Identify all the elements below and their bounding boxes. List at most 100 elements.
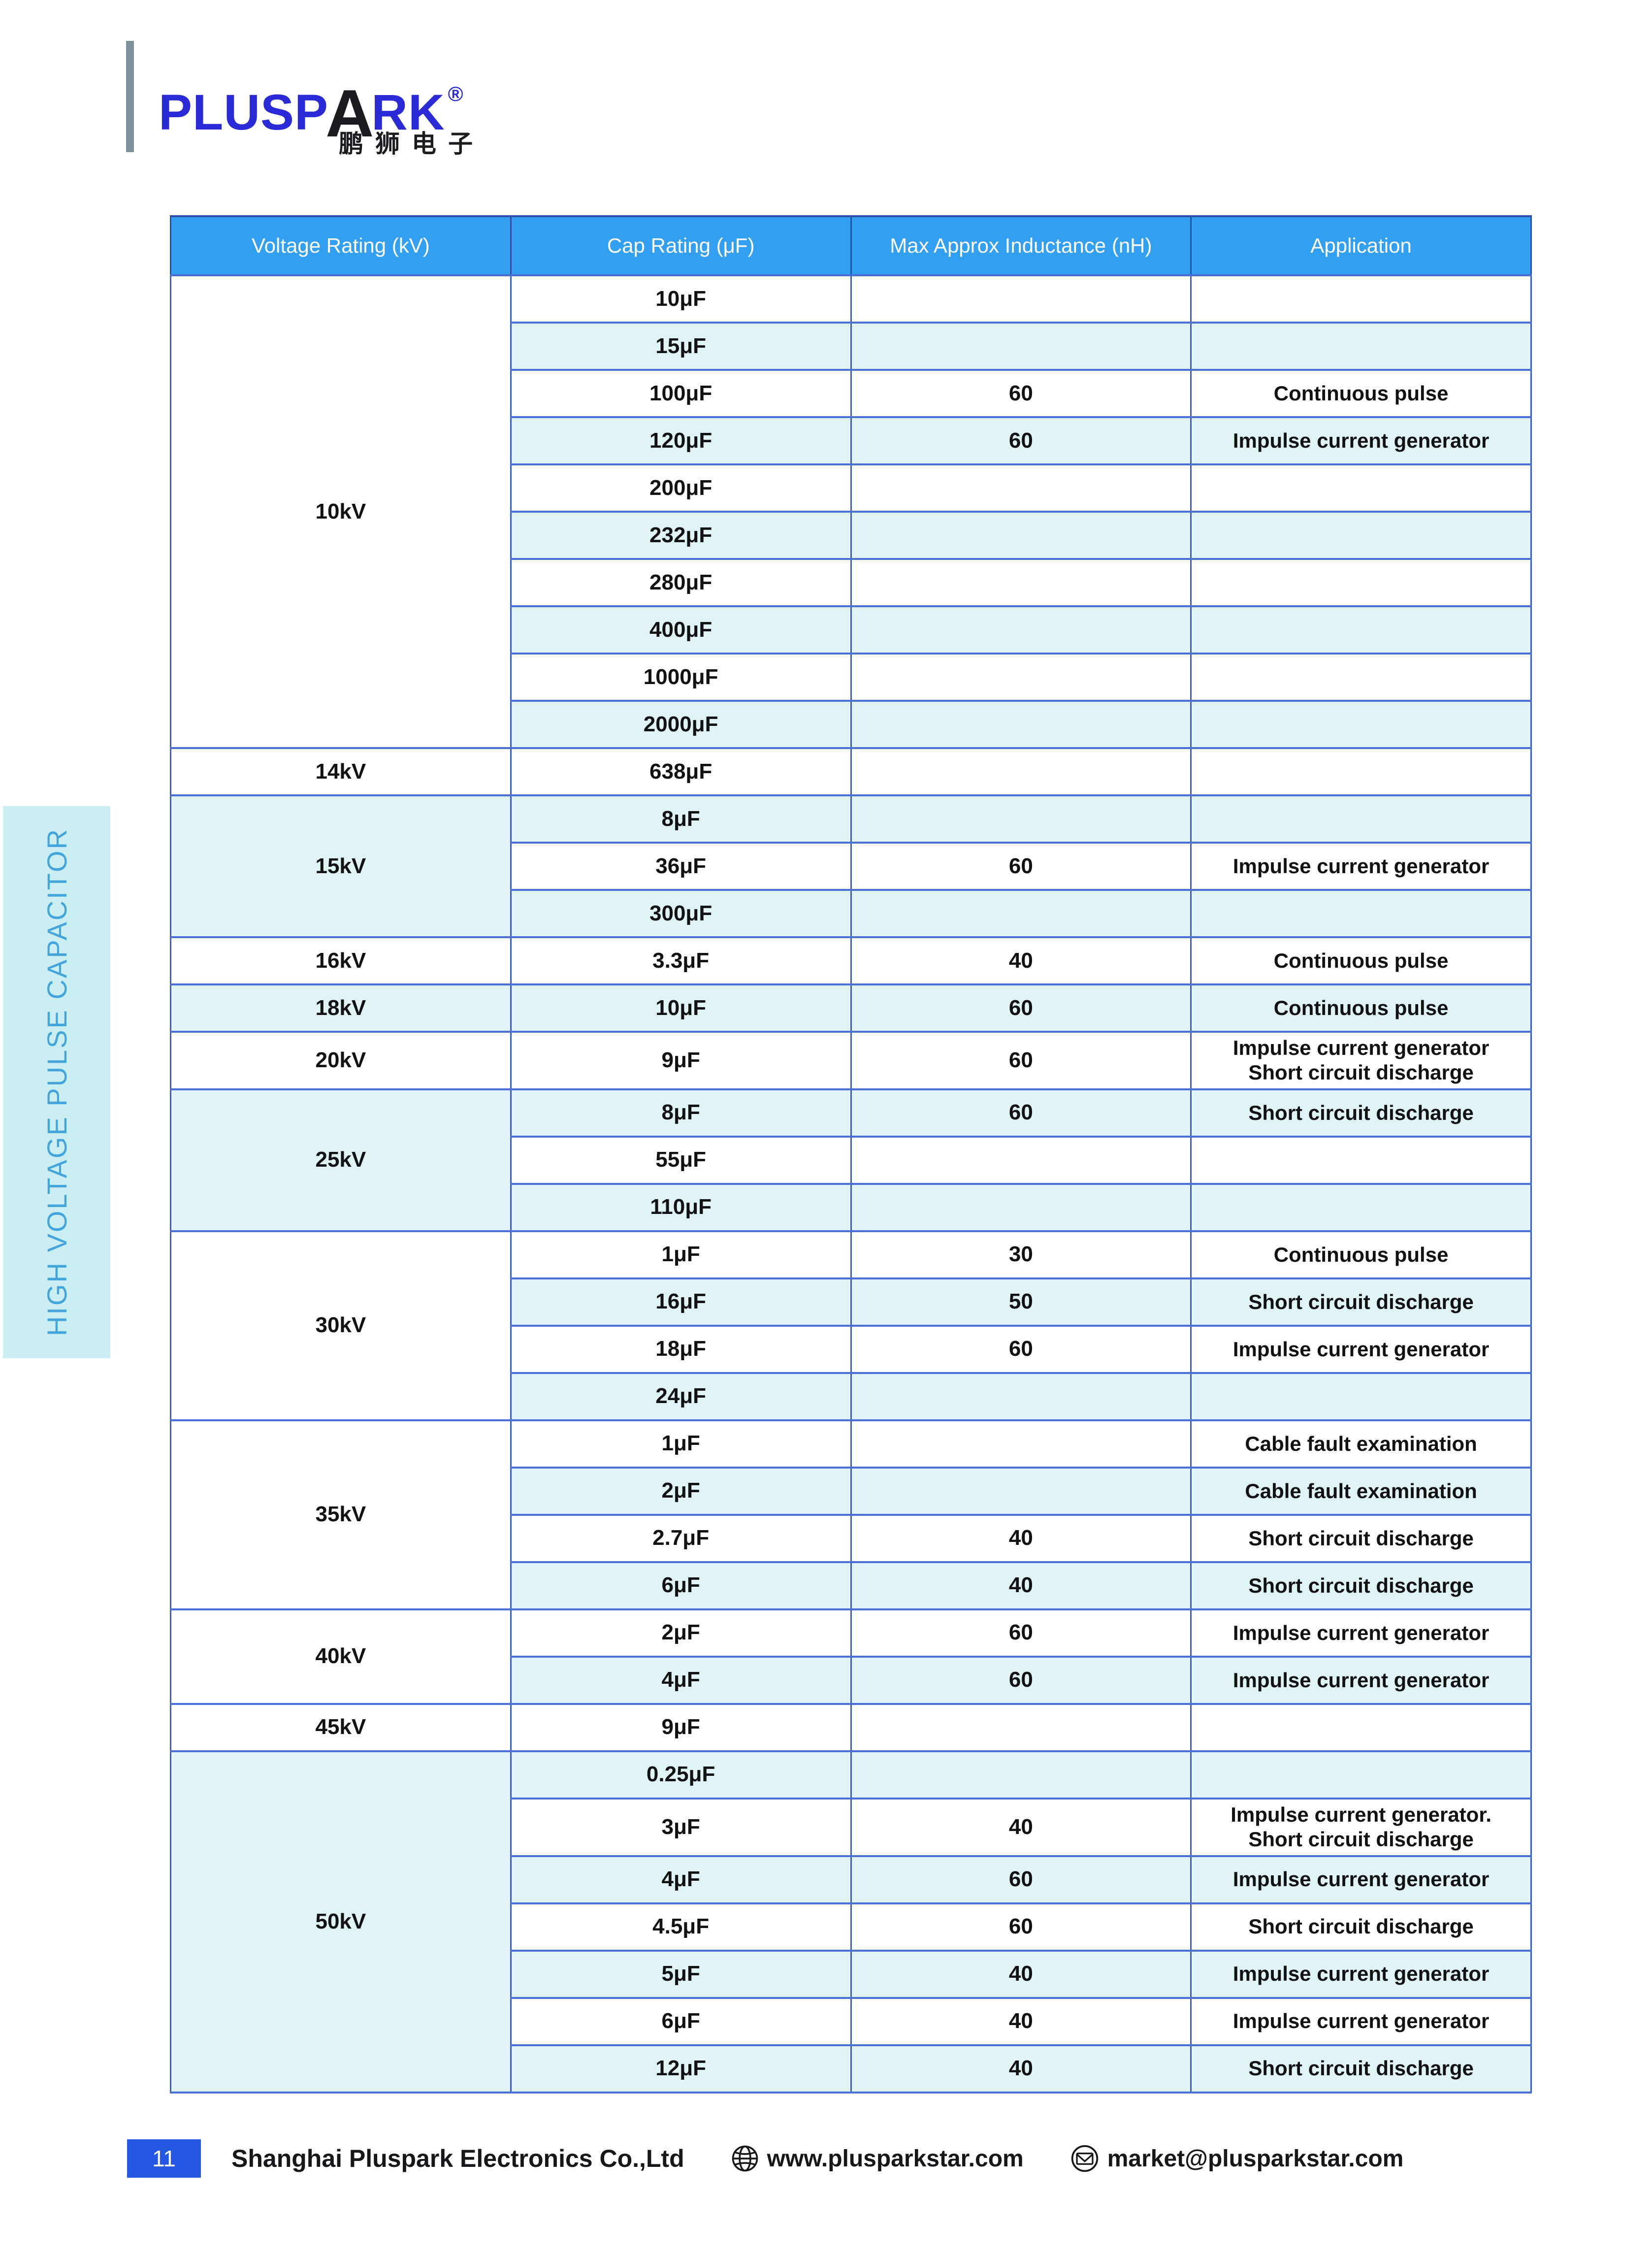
voltage-rating-cell: 15kV [170, 794, 512, 938]
table-row: 25kV 8μF 60 Short circuit discharge [170, 1088, 1532, 1232]
inductance-cell [850, 558, 1192, 607]
application-cell: Impulse current generator [1190, 416, 1532, 465]
application-cell: Impulse current generator [1190, 1996, 1532, 2046]
cap-rating-cell: 1μF [510, 1230, 852, 1279]
application-cell: Short circuit discharge [1190, 2044, 1532, 2093]
logo-wordmark-pre: PLUSP [159, 84, 329, 140]
cap-rating-cell: 24μF [510, 1372, 852, 1421]
cap-rating-cell: 300μF [510, 889, 852, 938]
application-cell: Impulse current generator [1190, 842, 1532, 891]
cap-rating-cell: 9μF [510, 1031, 852, 1090]
inductance-cell [850, 605, 1192, 654]
inductance-cell: 60 [850, 842, 1192, 891]
inductance-cell [850, 1419, 1192, 1469]
column-header-cap: Cap Rating (μF) [510, 215, 852, 276]
cap-rating-cell: 55μF [510, 1135, 852, 1185]
inductance-cell [850, 1135, 1192, 1185]
inductance-cell: 60 [850, 983, 1192, 1033]
cap-rating-cell: 10μF [510, 983, 852, 1033]
cap-rating-cell: 3.3μF [510, 936, 852, 985]
table-row: 1000μF [171, 653, 1532, 702]
inductance-cell [850, 463, 1192, 513]
cap-rating-cell: 4.5μF [510, 1902, 852, 1952]
voltage-rating-cell: 35kV [170, 1419, 512, 1610]
inductance-cell [850, 1182, 1192, 1232]
application-cell: Impulse current generator [1190, 1655, 1532, 1705]
column-header-application: Application [1190, 215, 1532, 276]
inductance-cell [850, 1750, 1192, 1799]
cap-rating-cell: 200μF [510, 463, 852, 513]
cap-rating-cell: 6μF [510, 1561, 852, 1610]
voltage-rating-cell: 40kV [170, 1608, 512, 1705]
application-cell [1190, 653, 1532, 702]
table-row: 15μF [171, 322, 1532, 371]
table-row: 200μF [171, 463, 1532, 513]
cap-rating-cell: 4μF [510, 1655, 852, 1705]
cap-rating-cell: 2.7μF [510, 1513, 852, 1563]
voltage-rating-cell: 10kV [170, 274, 512, 749]
table-row: 15kV 8μF [170, 794, 1532, 938]
table-row: 20kV 9μF 60 Impulse current generator Short… [170, 1031, 1532, 1090]
application-cell [1190, 322, 1532, 371]
voltage-rating-cell: 30kV [170, 1230, 512, 1421]
inductance-cell: 60 [850, 1088, 1192, 1138]
cap-rating-cell: 2000μF [510, 700, 852, 749]
application-cell [1190, 1702, 1532, 1752]
inductance-cell: 60 [850, 416, 1192, 465]
logo-wordmark-post: RK [371, 84, 445, 140]
cap-rating-cell: 8μF [510, 794, 852, 844]
inductance-cell: 40 [850, 1561, 1192, 1610]
application-cell [1190, 463, 1532, 513]
voltage-rating-cell: 14kV [170, 747, 512, 796]
application-cell [1190, 1750, 1532, 1799]
cap-rating-cell: 100μF [510, 369, 852, 418]
application-cell: Short circuit discharge [1190, 1088, 1532, 1138]
application-cell: Short circuit discharge [1190, 1513, 1532, 1563]
cap-rating-cell: 400μF [510, 605, 852, 654]
application-cell: Continuous pulse [1190, 936, 1532, 985]
inductance-cell: 60 [850, 1855, 1192, 1904]
column-header-inductance: Max Approx Inductance (nH) [850, 215, 1192, 276]
cap-rating-cell: 280μF [510, 558, 852, 607]
cap-rating-cell: 6μF [510, 1996, 852, 2046]
table-row: 50kV 0.25μF [170, 1750, 1532, 2093]
application-cell: Impulse current generator Short circuit … [1190, 1031, 1532, 1090]
application-cell: Impulse current generator. Short circuit… [1190, 1797, 1532, 1857]
table-row: 16kV 3.3μF 40 Continuous pulse [170, 936, 1532, 985]
pluspark-logo: PLUSPARK ® [159, 73, 463, 147]
table-row: 120μF 60 Impulse current generator [171, 416, 1532, 465]
table-row: 12μF 40 Short circuit discharge [171, 2044, 1532, 2093]
table-row: 2μF Cable fault examination [171, 1466, 1532, 1516]
cap-rating-cell: 16μF [510, 1277, 852, 1327]
cap-rating-cell: 8μF [510, 1088, 852, 1138]
application-cell: Cable fault examination [1190, 1466, 1532, 1516]
cap-rating-cell: 9μF [510, 1702, 852, 1752]
inductance-cell: 60 [850, 1324, 1192, 1374]
cap-rating-cell: 3μF [510, 1797, 852, 1857]
logo-chinese-name: 鹏狮电子 [339, 130, 485, 158]
website-url: www.plusparkstar.com [767, 2145, 1024, 2172]
application-cell [1190, 794, 1532, 844]
section-banner: HIGH VOLTAGE PULSE CAPACITOR [3, 806, 110, 1358]
application-cell [1190, 700, 1532, 749]
table-row: 35kV 1μF Cable fault examination [170, 1419, 1532, 1610]
table-row: 4μF 60 Impulse current generator [171, 1655, 1532, 1705]
application-cell [1190, 1372, 1532, 1421]
section-banner-label: HIGH VOLTAGE PULSE CAPACITOR [41, 828, 72, 1337]
table-row: 2.7μF 40 Short circuit discharge [171, 1513, 1532, 1563]
cap-rating-cell: 12μF [510, 2044, 852, 2093]
table-row: 40kV 2μF 60 Impulse current generator [170, 1608, 1532, 1705]
voltage-rating-cell: 18kV [170, 983, 512, 1033]
application-cell [1190, 1135, 1532, 1185]
inductance-cell [850, 274, 1192, 324]
application-cell: Impulse current generator [1190, 1855, 1532, 1904]
table-row: 55μF [171, 1135, 1532, 1185]
inductance-cell [850, 1372, 1192, 1421]
inductance-cell [850, 511, 1192, 560]
cap-rating-cell: 1μF [510, 1419, 852, 1469]
application-cell [1190, 1182, 1532, 1232]
voltage-rating-cell: 45kV [170, 1702, 512, 1752]
table-row: 18μF 60 Impulse current generator [171, 1324, 1532, 1374]
inductance-cell: 60 [850, 369, 1192, 418]
application-cell: Short circuit discharge [1190, 1277, 1532, 1327]
